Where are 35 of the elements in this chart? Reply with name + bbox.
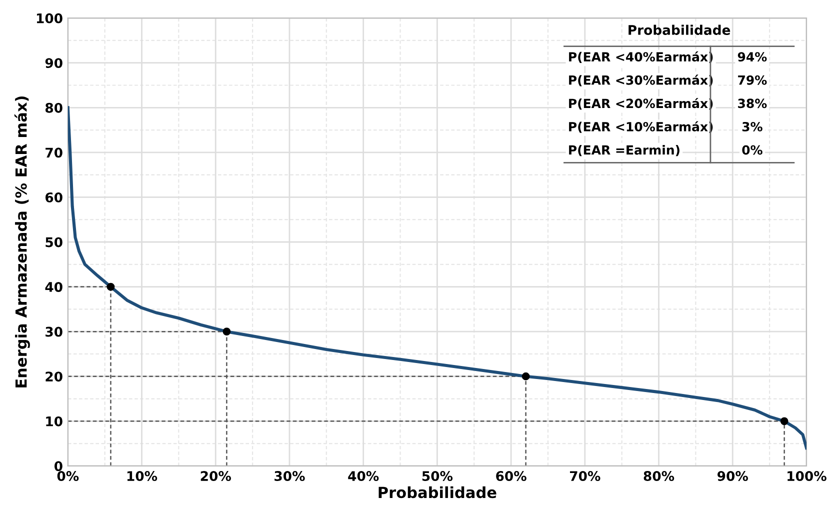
point [106,282,115,291]
x-tick-label: 60% [496,471,526,482]
point [522,372,530,380]
x-tick-label: 50% [422,471,453,482]
y-tick-label: 0 [54,461,62,472]
y-tick-label: 80 [45,102,62,113]
y-tick-label: 10 [46,416,62,426]
y-tick-label: 30 [46,326,62,337]
y-tick-label: 50 [46,237,62,248]
x-tick-label: 0% [57,471,79,482]
y-tick-label: 60 [45,192,62,202]
y-axis-title: Energia Armazenada (% EAR máx) [14,96,30,388]
x-tick-label: 80% [644,471,674,482]
annotation: 3% [742,122,762,132]
y-tick-label: 100 [36,13,62,24]
annotation: P(EAR =Earmin) [569,145,680,156]
point [780,417,788,426]
x-tick-label: 100% [788,471,826,482]
y-tick-label: 90 [45,58,62,68]
annotation: 0% [742,145,762,155]
annotation: Probabilidade [628,24,730,35]
x-tick-label: 40% [348,471,379,482]
x-tick-label: 90% [718,471,748,482]
annotation: 79% [738,75,767,85]
point [222,328,231,336]
y-tick-label: 40 [45,282,62,292]
y-tick-label: 20 [46,372,62,382]
x-axis-title: Probabilidade [378,486,496,498]
y-tick-label: 70 [46,148,62,158]
x-tick-label: 30% [274,471,305,482]
annotation: 94% [738,52,767,62]
x-tick-label: 20% [200,471,231,482]
x-tick-label: 70% [570,471,600,482]
annotation: 38% [738,98,767,108]
x-tick-label: 10% [127,471,158,482]
